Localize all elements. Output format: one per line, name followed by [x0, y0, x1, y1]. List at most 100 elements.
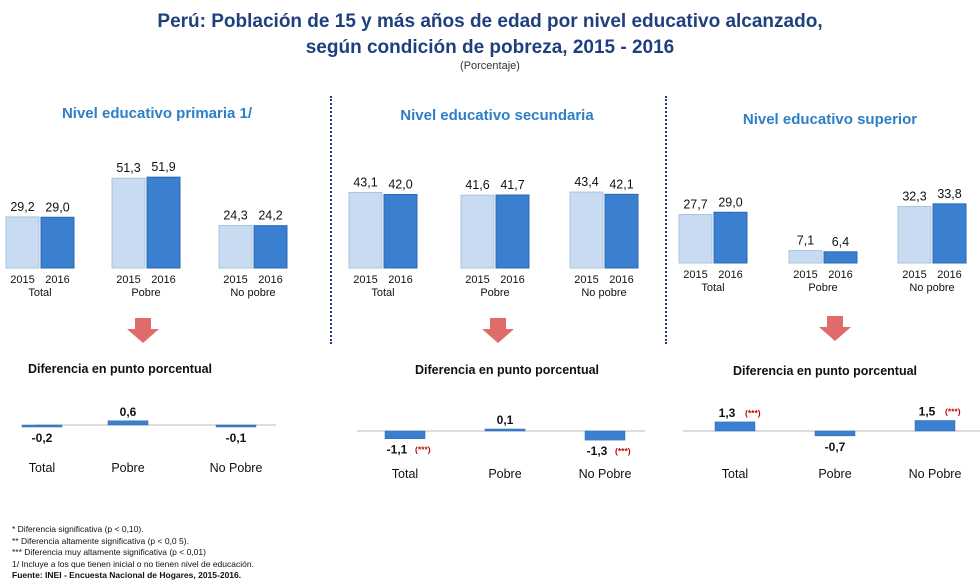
diff-value-label: -1,3 [587, 444, 608, 458]
diff-title-secundaria: Diferencia en punto porcentual [414, 363, 600, 377]
bar-value-label: 43,1 [353, 176, 377, 190]
significance-marker: (***) [615, 446, 631, 456]
diff-value-label: 0,1 [497, 413, 514, 427]
chart-subtitle: (Porcentaje) [460, 60, 520, 72]
diff-category-label: Pobre [818, 467, 851, 481]
bar-value-label: 43,4 [574, 175, 598, 189]
year-tick-label: 2016 [609, 274, 633, 286]
diff-value-label: -0,7 [825, 440, 846, 454]
footnotes: * Diferencia significativa (p < 0,10). *… [12, 524, 254, 582]
diff-value-label: -0,1 [226, 431, 247, 445]
diff-category-label: Pobre [111, 461, 144, 475]
bar-2015 [348, 192, 383, 269]
bar-value-label: 41,7 [500, 178, 524, 192]
year-tick-label: 2015 [683, 269, 707, 281]
bar-value-label: 42,0 [388, 178, 412, 192]
panel-divider [330, 96, 332, 344]
year-tick-label: 2016 [258, 274, 282, 286]
bar-value-label: 51,3 [116, 161, 140, 175]
down-arrow-icon [127, 318, 159, 343]
diff-value-label: -0,2 [32, 431, 53, 445]
diff-category-label: Total [29, 461, 55, 475]
bar-charts: 29,2201529,02016Total51,3201551,92016Pob… [5, 160, 967, 299]
diff-bar [914, 420, 956, 432]
category-tick-label: No pobre [581, 287, 626, 299]
bar-2016 [932, 203, 967, 264]
diff-value-label: 1,5 [919, 405, 936, 419]
bar-value-label: 6,4 [832, 235, 849, 249]
bar-2016 [40, 216, 75, 269]
category-tick-label: Pobre [131, 287, 160, 299]
diff-value-label: -1,1 [387, 443, 408, 457]
diff-category-label: No Pobre [909, 467, 962, 481]
diff-title-superior: Diferencia en punto porcentual [732, 364, 918, 378]
bar-value-label: 32,3 [902, 189, 926, 203]
category-tick-label: Total [701, 282, 724, 294]
bar-value-label: 42,1 [609, 177, 633, 191]
bar-2016 [146, 176, 181, 269]
year-tick-label: 2015 [116, 274, 140, 286]
bar-2015 [678, 214, 713, 264]
diff-bar [814, 430, 856, 437]
year-tick-label: 2016 [151, 274, 175, 286]
year-tick-label: 2016 [500, 274, 524, 286]
significance-marker: (***) [415, 445, 431, 455]
diff-category-label: Pobre [488, 467, 521, 481]
category-tick-label: Total [28, 287, 51, 299]
chart-title-line1: Perú: Población de 15 y más años de edad… [157, 11, 823, 32]
bar-2015 [788, 250, 823, 264]
bar-2015 [569, 191, 604, 269]
diff-bar [484, 428, 526, 432]
diff-bar [215, 424, 257, 428]
bar-2015 [897, 205, 932, 264]
bar-2016 [604, 193, 639, 269]
footnote: *** Diferencia muy altamente significati… [12, 547, 206, 557]
year-tick-label: 2016 [718, 269, 742, 281]
year-tick-label: 2016 [45, 274, 69, 286]
bar-value-label: 51,9 [151, 160, 175, 174]
chart-title-line2: según condición de pobreza, 2015 - 2016 [305, 37, 675, 58]
bar-2015 [218, 224, 253, 269]
panel-title-secundaria: Nivel educativo secundaria [400, 107, 594, 124]
diff-bar [21, 424, 63, 428]
diff-category-label: Total [722, 467, 748, 481]
bar-value-label: 29,2 [10, 200, 34, 214]
category-tick-label: No pobre [230, 287, 275, 299]
bar-value-label: 33,8 [937, 187, 961, 201]
category-tick-label: Pobre [808, 282, 837, 294]
diff-bar [384, 430, 426, 439]
bar-value-label: 24,2 [258, 209, 282, 223]
bar-value-label: 7,1 [797, 234, 814, 248]
diff-bar [714, 421, 756, 432]
panel-title-superior: Nivel educativo superior [742, 111, 918, 128]
down-arrow-icon [482, 318, 514, 343]
source-note: Fuente: INEI - Encuesta Nacional de Hoga… [12, 570, 242, 580]
year-tick-label: 2016 [937, 269, 961, 281]
year-tick-label: 2015 [574, 274, 598, 286]
category-tick-label: Total [371, 287, 394, 299]
year-tick-label: 2015 [223, 274, 247, 286]
diff-bar [107, 420, 149, 426]
significance-marker: (***) [945, 407, 961, 417]
significance-marker: (***) [745, 408, 761, 418]
panel-divider [665, 96, 667, 344]
year-tick-label: 2015 [793, 269, 817, 281]
bar-2016 [253, 225, 288, 269]
down-arrow-icon [819, 316, 851, 341]
diff-value-label: 0,6 [120, 405, 137, 419]
bar-2016 [713, 211, 748, 264]
bar-2016 [383, 194, 418, 269]
bar-value-label: 41,6 [465, 178, 489, 192]
category-tick-label: No pobre [909, 282, 954, 294]
diff-category-label: No Pobre [579, 467, 632, 481]
footnote: 1/ Incluye a los que tienen inicial o no… [12, 558, 254, 569]
bar-value-label: 29,0 [718, 195, 742, 209]
category-tick-label: Pobre [480, 287, 509, 299]
year-tick-label: 2016 [828, 269, 852, 281]
year-tick-label: 2015 [353, 274, 377, 286]
year-tick-label: 2015 [902, 269, 926, 281]
footnote: ** Diferencia altamente significativa (p… [12, 535, 189, 546]
diff-category-label: Total [392, 467, 418, 481]
bar-2016 [823, 251, 858, 264]
year-tick-label: 2015 [465, 274, 489, 286]
